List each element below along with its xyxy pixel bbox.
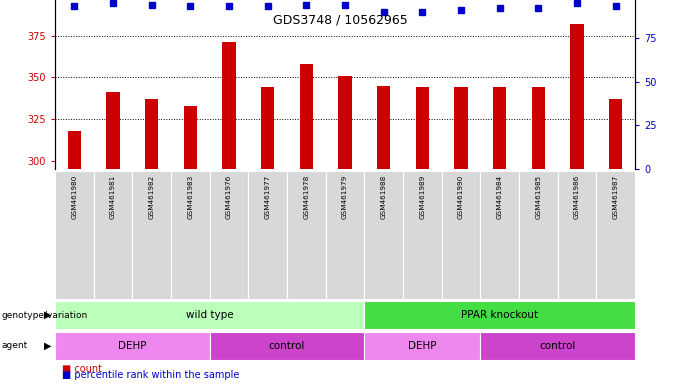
Text: ■ percentile rank within the sample: ■ percentile rank within the sample	[62, 370, 239, 380]
Bar	[364, 301, 635, 329]
Bar	[326, 171, 364, 299]
Text: GSM461989: GSM461989	[420, 175, 425, 219]
Text: control: control	[539, 341, 576, 351]
Bar	[596, 171, 635, 299]
Bar	[55, 301, 364, 329]
Text: ■ count: ■ count	[62, 364, 102, 374]
Bar	[248, 171, 287, 299]
Bar	[558, 171, 596, 299]
Bar	[94, 171, 133, 299]
Bar	[377, 86, 390, 169]
Bar	[609, 99, 622, 169]
Text: ▶: ▶	[44, 310, 52, 320]
Bar	[184, 106, 197, 169]
Text: GSM461988: GSM461988	[381, 175, 387, 219]
Bar	[55, 332, 209, 360]
Text: DEHP: DEHP	[408, 341, 437, 351]
Bar	[287, 171, 326, 299]
Bar	[106, 92, 120, 169]
Text: GSM461978: GSM461978	[303, 175, 309, 219]
Text: PPAR knockout: PPAR knockout	[461, 310, 539, 320]
Bar	[338, 76, 352, 169]
Bar	[145, 99, 158, 169]
Bar	[364, 171, 403, 299]
Text: GSM461990: GSM461990	[458, 175, 464, 219]
Text: GSM461985: GSM461985	[535, 175, 541, 219]
Bar	[261, 87, 275, 169]
Bar	[209, 332, 364, 360]
Bar	[171, 171, 209, 299]
Bar	[571, 24, 583, 169]
Text: GSM461982: GSM461982	[149, 175, 154, 219]
Text: GSM461979: GSM461979	[342, 175, 348, 219]
Bar	[364, 332, 480, 360]
Bar	[403, 171, 442, 299]
Text: GSM461976: GSM461976	[226, 175, 232, 219]
Bar	[532, 87, 545, 169]
Bar	[480, 332, 635, 360]
Text: GSM461986: GSM461986	[574, 175, 580, 219]
Text: control: control	[269, 341, 305, 351]
Text: GSM461980: GSM461980	[71, 175, 78, 219]
Text: DEHP: DEHP	[118, 341, 147, 351]
Text: GSM461981: GSM461981	[110, 175, 116, 219]
Bar	[454, 87, 468, 169]
Bar	[67, 131, 81, 169]
Bar	[493, 87, 507, 169]
Bar	[209, 171, 248, 299]
Text: wild type: wild type	[186, 310, 233, 320]
Bar	[415, 87, 429, 169]
Text: agent: agent	[1, 341, 28, 351]
Bar	[300, 64, 313, 169]
Text: GSM461984: GSM461984	[496, 175, 503, 219]
Bar	[133, 171, 171, 299]
Bar	[442, 171, 480, 299]
Text: ▶: ▶	[44, 341, 52, 351]
Bar	[55, 171, 94, 299]
Text: GSM461983: GSM461983	[187, 175, 193, 219]
Text: GSM461977: GSM461977	[265, 175, 271, 219]
Text: genotype/variation: genotype/variation	[1, 311, 88, 319]
Bar	[480, 171, 519, 299]
Text: GSM461987: GSM461987	[613, 175, 619, 219]
Bar	[519, 171, 558, 299]
Text: GDS3748 / 10562965: GDS3748 / 10562965	[273, 13, 407, 26]
Bar	[222, 42, 236, 169]
